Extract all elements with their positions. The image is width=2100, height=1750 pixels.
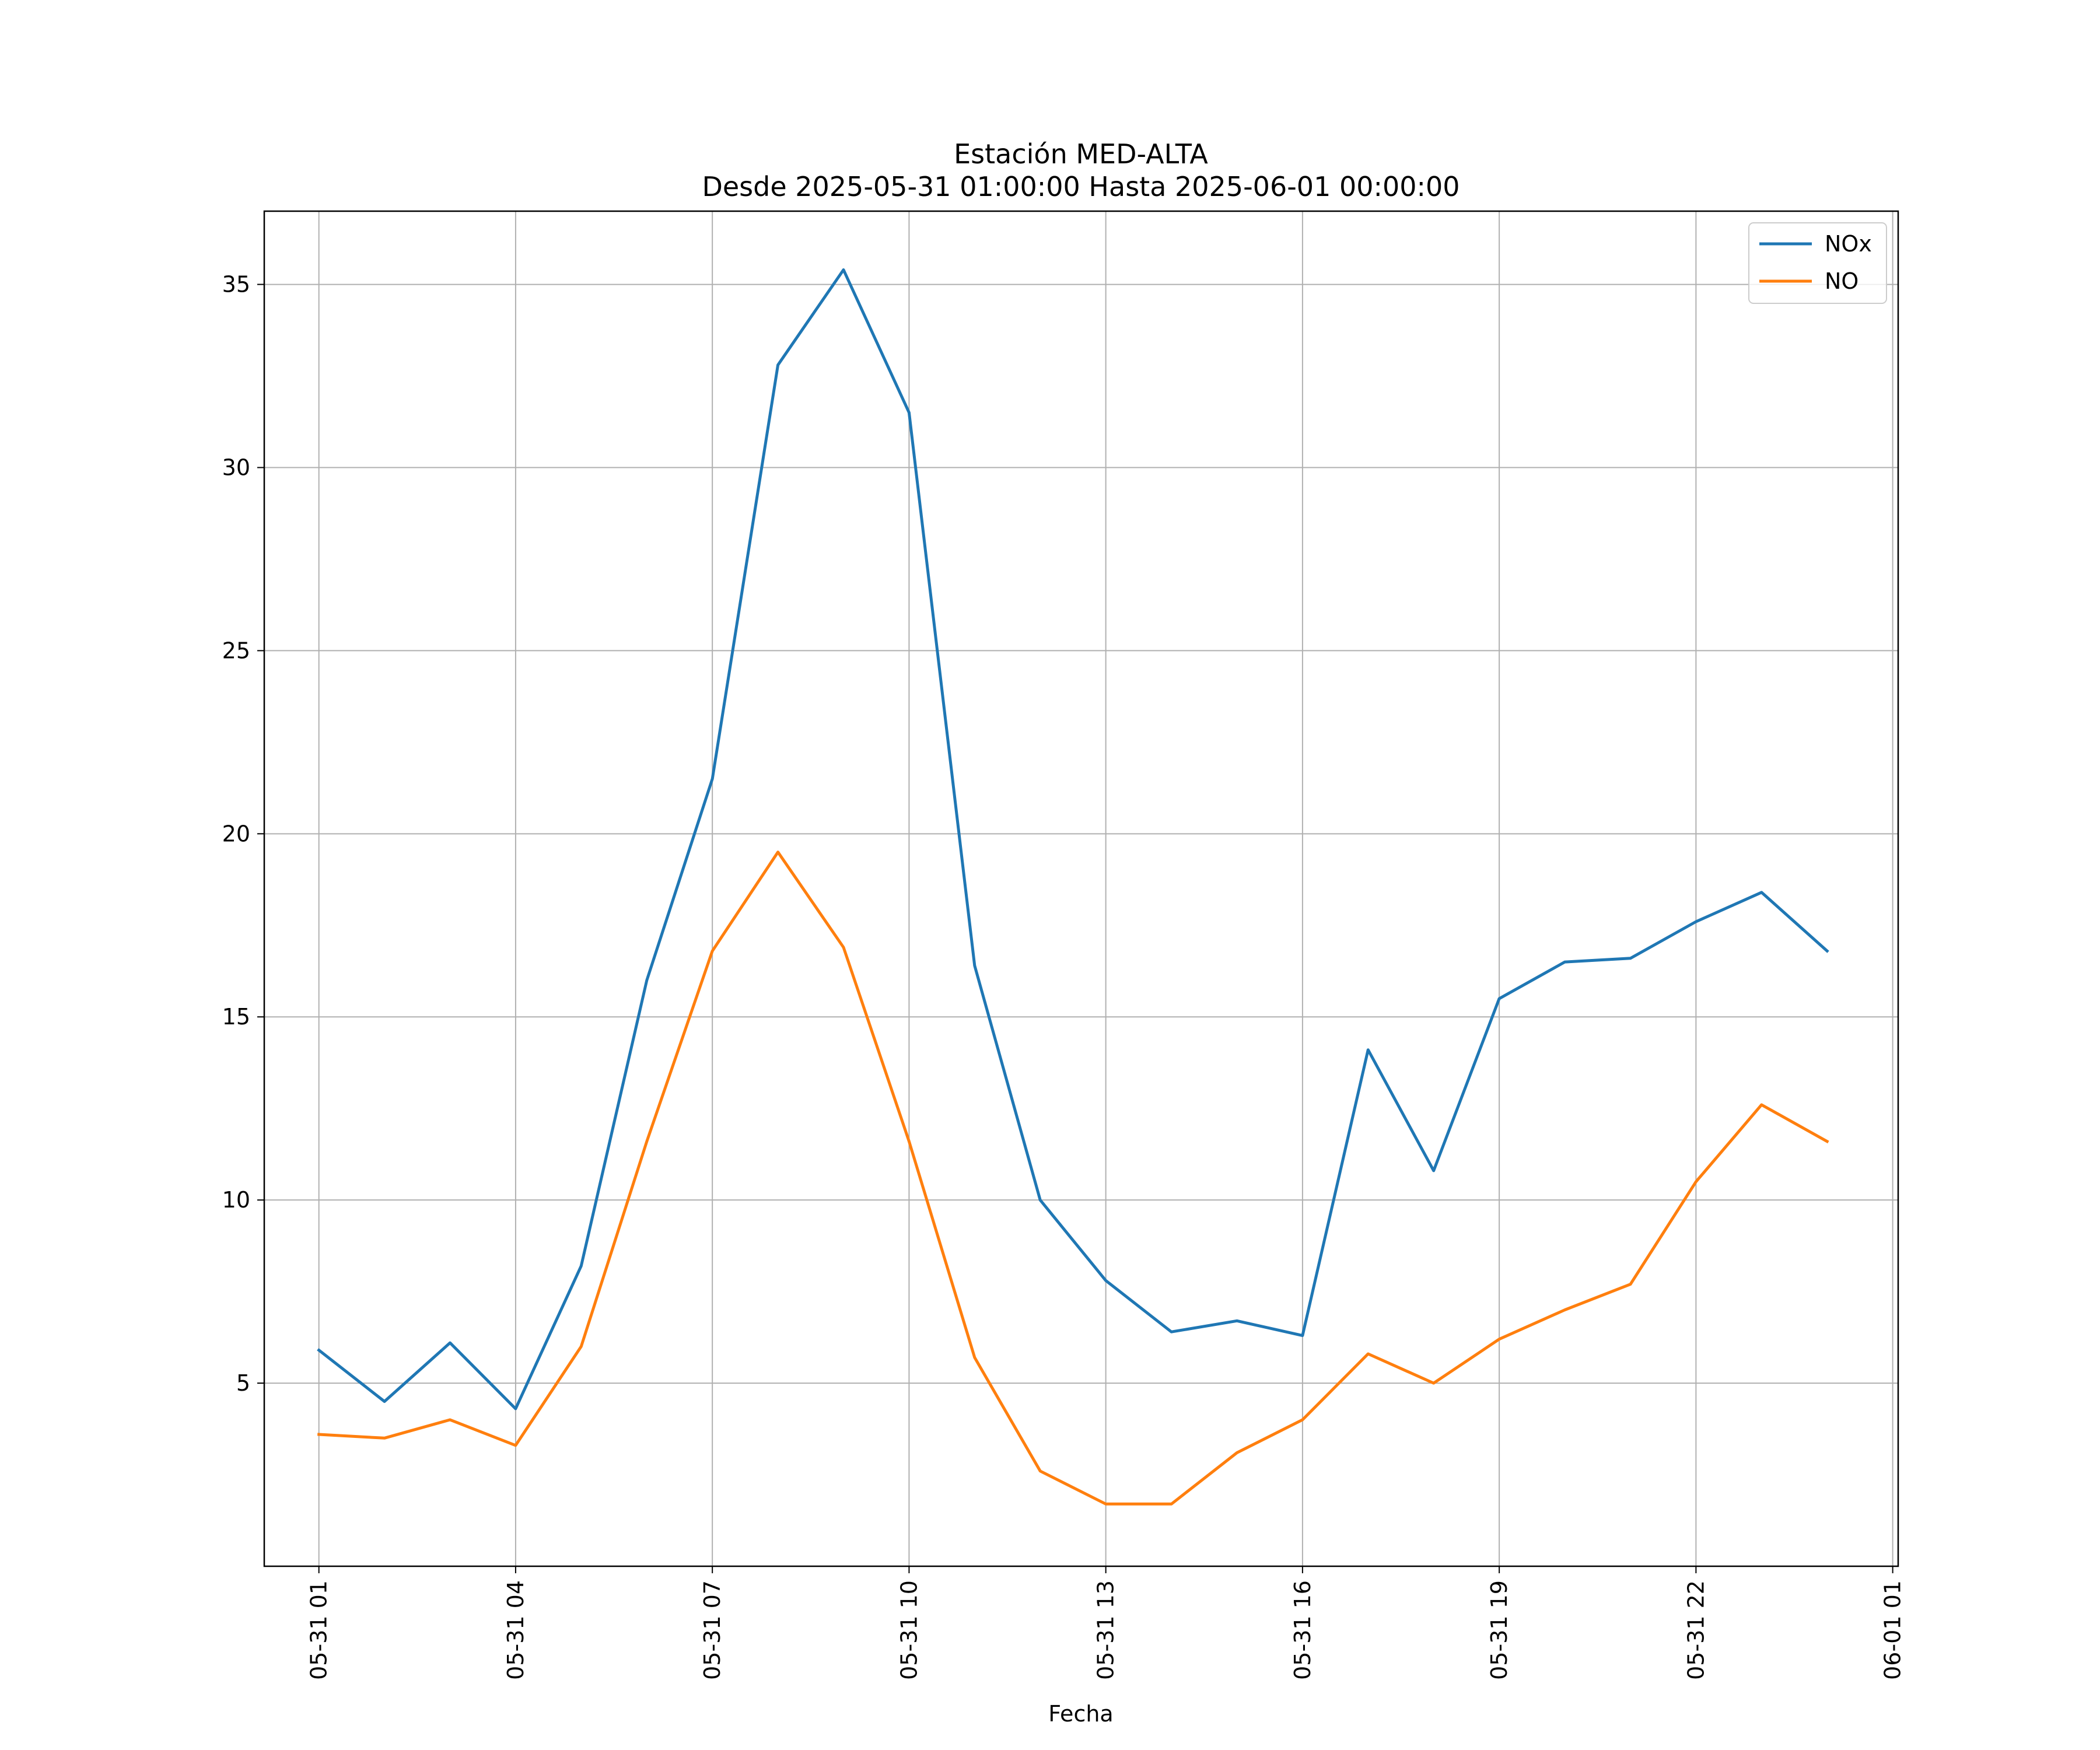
x-tick-label-06-01-01: 06-01 01 xyxy=(1880,1580,1906,1680)
y-tick-label-15: 15 xyxy=(222,1004,250,1030)
chart-title: Estación MED-ALTA xyxy=(954,138,1208,170)
series-line-no xyxy=(317,850,1829,1506)
legend-label-nox: NOx xyxy=(1825,231,1872,257)
y-tick-label-5: 5 xyxy=(236,1370,250,1396)
y-tick-label-20: 20 xyxy=(222,821,250,846)
y-tick-label-35: 35 xyxy=(222,272,250,298)
y-tick-label-10: 10 xyxy=(222,1187,250,1213)
x-tick-label-05-31-10: 05-31 10 xyxy=(896,1580,922,1680)
series-lines xyxy=(317,268,1829,1506)
grid xyxy=(264,211,1898,1566)
x-axis-label: Fecha xyxy=(1048,1701,1113,1727)
x-tick-label-05-31-13: 05-31 13 xyxy=(1093,1580,1119,1680)
plot-frame xyxy=(263,210,1899,1567)
y-tick-label-30: 30 xyxy=(222,454,250,480)
chart-subtitle: Desde 2025-05-31 01:00:00 Hasta 2025-06-… xyxy=(702,171,1460,202)
x-tick-label-05-31-19: 05-31 19 xyxy=(1486,1580,1512,1680)
legend-label-no: NO xyxy=(1825,268,1859,294)
x-tick-label-05-31-22: 05-31 22 xyxy=(1683,1580,1709,1680)
series-line-nox xyxy=(317,268,1829,1410)
legend: NOx NO xyxy=(1748,222,1887,304)
axis-ticks: 05-31 01 05-31 04 05-31 07 05-31 10 05-31 13… xyxy=(222,272,1906,1680)
x-tick-label-05-31-04: 05-31 04 xyxy=(503,1580,528,1680)
x-tick-label-05-31-07: 05-31 07 xyxy=(699,1580,725,1680)
x-tick-label-05-31-01: 05-31 01 xyxy=(306,1580,332,1680)
y-tick-label-25: 25 xyxy=(222,638,250,663)
x-tick-label-05-31-16: 05-31 16 xyxy=(1290,1580,1315,1680)
